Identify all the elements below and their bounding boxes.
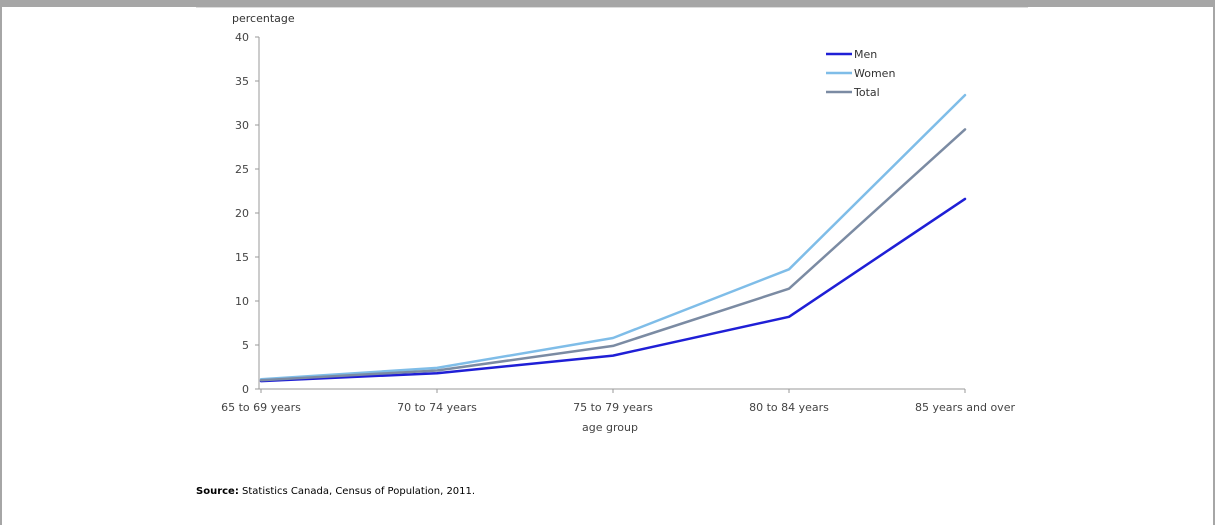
y-tick-label: 5 — [242, 339, 249, 352]
x-tick-label: 85 years and over — [915, 401, 1015, 414]
chart-frame-rule — [196, 7, 1028, 8]
legend-label-women: Women — [854, 67, 895, 80]
source-note: Source: Statistics Canada, Census of Pop… — [196, 486, 475, 497]
legend: Men Women Total — [826, 48, 895, 99]
x-tick-label: 75 to 79 years — [573, 401, 653, 414]
x-axis-title: age group — [582, 421, 638, 434]
source-text: Statistics Canada, Census of Population,… — [238, 486, 476, 497]
y-tick-label: 40 — [235, 31, 249, 44]
x-axis: 65 to 69 years 70 to 74 years 75 to 79 yea… — [221, 388, 1015, 414]
series-line-men — [259, 197, 967, 383]
source-label: Source: — [196, 486, 239, 497]
y-axis: 0 5 10 15 20 25 30 35 40 — [235, 31, 260, 396]
x-tick-label: 65 to 69 years — [221, 401, 301, 414]
y-tick-label: 15 — [235, 251, 249, 264]
y-tick-label: 25 — [235, 163, 249, 176]
y-tick-label: 30 — [235, 119, 249, 132]
left-border — [0, 0, 2, 525]
y-axis-label: percentage — [232, 12, 295, 25]
y-tick-label: 0 — [242, 383, 249, 396]
y-tick-label: 20 — [235, 207, 249, 220]
x-tick-label: 70 to 74 years — [397, 401, 477, 414]
y-tick-label: 10 — [235, 295, 249, 308]
series-line-women — [259, 93, 967, 381]
right-border — [1213, 0, 1215, 525]
y-tick-label: 35 — [235, 75, 249, 88]
legend-label-total: Total — [853, 86, 880, 99]
series-lines — [259, 93, 967, 383]
x-tick-label: 80 to 84 years — [749, 401, 829, 414]
top-bar — [0, 0, 1215, 7]
legend-label-men: Men — [854, 48, 877, 61]
series-line-total — [259, 128, 967, 382]
